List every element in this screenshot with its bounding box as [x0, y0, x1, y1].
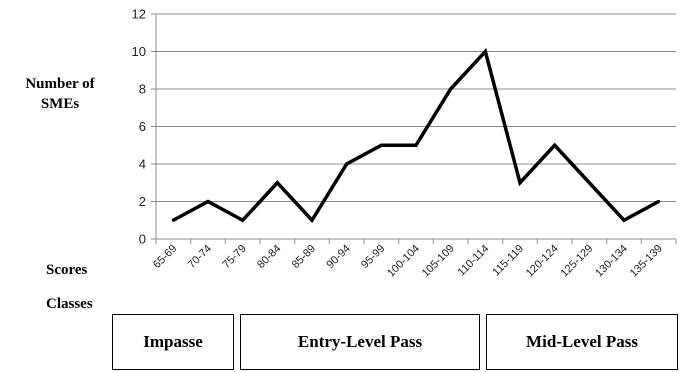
class-box-label: Mid-Level Pass [526, 332, 638, 351]
x-tick-label: 125-129 [558, 243, 595, 280]
y-tick-label: 6 [139, 119, 146, 134]
classes-label: Classes [46, 296, 93, 312]
x-tick-label: 75-79 [220, 243, 248, 271]
y-axis-label-line-1: Number of [25, 76, 95, 92]
x-tick-label: 100-104 [385, 243, 422, 280]
x-tick-label: 105-109 [420, 243, 457, 280]
line-chart: 0 2 4 6 8 10 12 65-69 70-74 75-79 80-84 85-89 90-94… [132, 7, 677, 280]
data-point [587, 181, 591, 185]
y-tick-label: 10 [132, 44, 146, 59]
x-tick-label: 110-114 [456, 243, 492, 279]
x-tick-label: 90-94 [324, 243, 352, 271]
x-axis-label: Scores [46, 262, 88, 278]
data-point [657, 200, 661, 203]
data-point [483, 50, 487, 53]
class-box-entry-level-pass: Entry-Level Pass [240, 314, 480, 370]
series-line [171, 47, 661, 224]
data-point [275, 181, 279, 185]
y-tick-label: 12 [132, 7, 146, 22]
class-box-label: Impasse [143, 332, 203, 351]
x-tick-label: 120-124 [524, 243, 561, 280]
data-point [449, 87, 453, 91]
data-point [553, 143, 557, 147]
data-point [414, 143, 418, 147]
data-point [518, 181, 522, 185]
data-point [622, 218, 626, 222]
x-tick-label: 95-99 [359, 243, 387, 271]
class-box-mid-level-pass: Mid-Level Pass [486, 314, 678, 370]
x-tick-label: 130-134 [593, 243, 630, 280]
series-line-path [172, 47, 660, 224]
data-point [379, 143, 383, 147]
class-box-impasse: Impasse [112, 314, 234, 370]
y-tick-label: 4 [139, 157, 146, 172]
y-tick-label: 2 [139, 194, 146, 209]
data-point [345, 162, 349, 166]
x-tick-label: 115-119 [490, 243, 526, 279]
x-axis-ticks: 65-69 70-74 75-79 80-84 85-89 90-94 95-99100-1… [151, 239, 677, 280]
data-point [206, 200, 210, 203]
data-point [241, 218, 245, 222]
data-point [310, 218, 314, 222]
class-box-label: Entry-Level Pass [297, 332, 423, 351]
x-tick-label: 65-69 [151, 243, 179, 271]
x-tick-label: 135-139 [628, 243, 665, 280]
y-axis-label-line-2: SMEs [40, 96, 80, 112]
x-tick-label: 70-74 [186, 243, 214, 271]
y-axis-label: Number of SMEs [8, 74, 112, 114]
y-tick-label: 8 [139, 82, 146, 97]
gridlines [155, 13, 676, 240]
y-tick-label: 0 [139, 232, 146, 247]
data-point [171, 218, 175, 222]
x-tick-label: 85-89 [290, 243, 318, 271]
x-tick-label: 80-84 [255, 243, 283, 271]
y-axis-ticks: 0 2 4 6 8 10 12 [132, 7, 156, 247]
